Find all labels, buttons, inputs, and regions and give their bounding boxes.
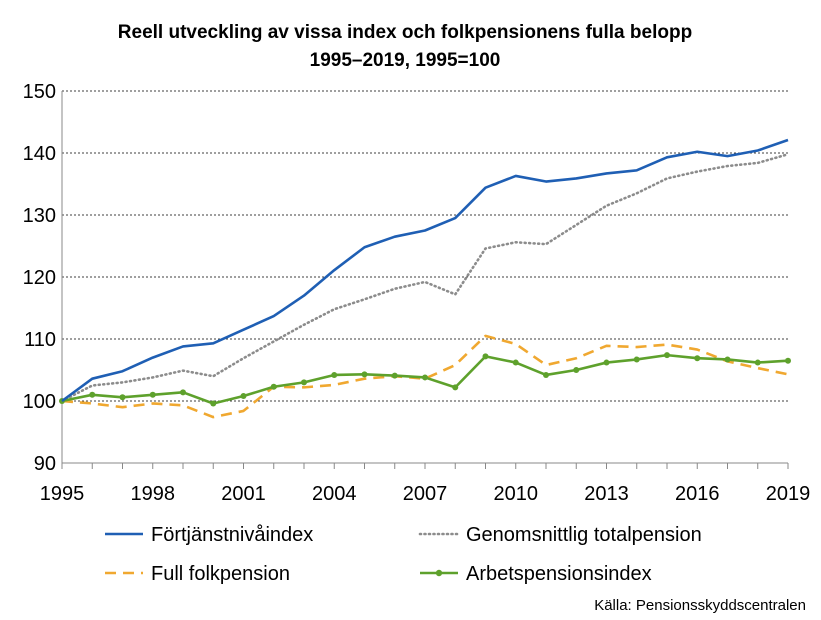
data-point [270,383,277,390]
series-lines [59,138,791,419]
x-tick-label: 2004 [312,483,357,505]
y-tick-label: 90 [34,453,56,475]
x-tick-label: 2001 [221,483,266,505]
data-point [633,356,640,363]
series-line-förtjänstnivåindex [61,138,789,403]
chart-title-line1: Reell utveckling av vissa index och folk… [118,22,692,43]
x-tick-label: 2007 [403,483,448,505]
data-point [361,371,368,378]
legend-label: Genomsnittlig totalpension [466,524,702,546]
y-tick-label: 100 [23,391,56,413]
legend-label: Förtjänstnivåindex [151,524,313,546]
data-point [240,393,247,400]
data-point [694,355,701,362]
data-point [482,353,489,360]
data-point [573,367,580,373]
data-point [89,391,96,398]
y-tick-label: 130 [23,205,56,227]
y-tick-label: 140 [23,143,56,165]
series-line-genomsnittlig-totalpension [60,152,790,403]
legend-label: Arbetspensionsindex [466,563,652,585]
x-tick-label: 1998 [131,483,176,505]
data-point [180,389,186,396]
y-tick-label: 110 [24,329,56,351]
data-point [331,371,338,378]
x-tick-label: 1995 [40,483,85,505]
data-point [785,357,791,364]
data-point [301,379,307,386]
data-point [512,359,519,366]
data-point [664,352,670,359]
chart-title-line2: 1995–2019, 1995=100 [310,50,501,71]
gridlines [62,90,788,402]
data-point [724,356,731,363]
legend-label: Full folkpension [151,563,290,585]
data-point [452,384,459,391]
x-axis-tick-labels: 1995 1998 2001 2004 2007 2010 2013 2016 2019 [40,483,811,505]
data-point [391,372,398,379]
data-point [603,359,610,366]
x-tick-label: 2013 [584,483,629,505]
data-point [149,391,156,398]
legend: Förtjänstnivåindex Genomsnittlig totalpen… [105,524,702,585]
y-axis-tick-labels: 90 100 110 120 130 140 150 [23,81,56,475]
data-point [543,371,549,378]
x-tick-label: 2010 [494,483,539,505]
y-tick-label: 120 [23,267,56,289]
data-point [754,359,761,366]
x-tick-label: 2019 [766,483,811,505]
x-tick-label: 2016 [675,483,720,505]
data-point [210,400,217,407]
axes [61,91,789,469]
data-point [119,394,126,401]
data-point [422,374,428,381]
source-note: Källa: Pensionsskyddscentralen [594,597,806,614]
y-tick-label: 150 [23,81,56,103]
legend-marker [435,569,443,577]
